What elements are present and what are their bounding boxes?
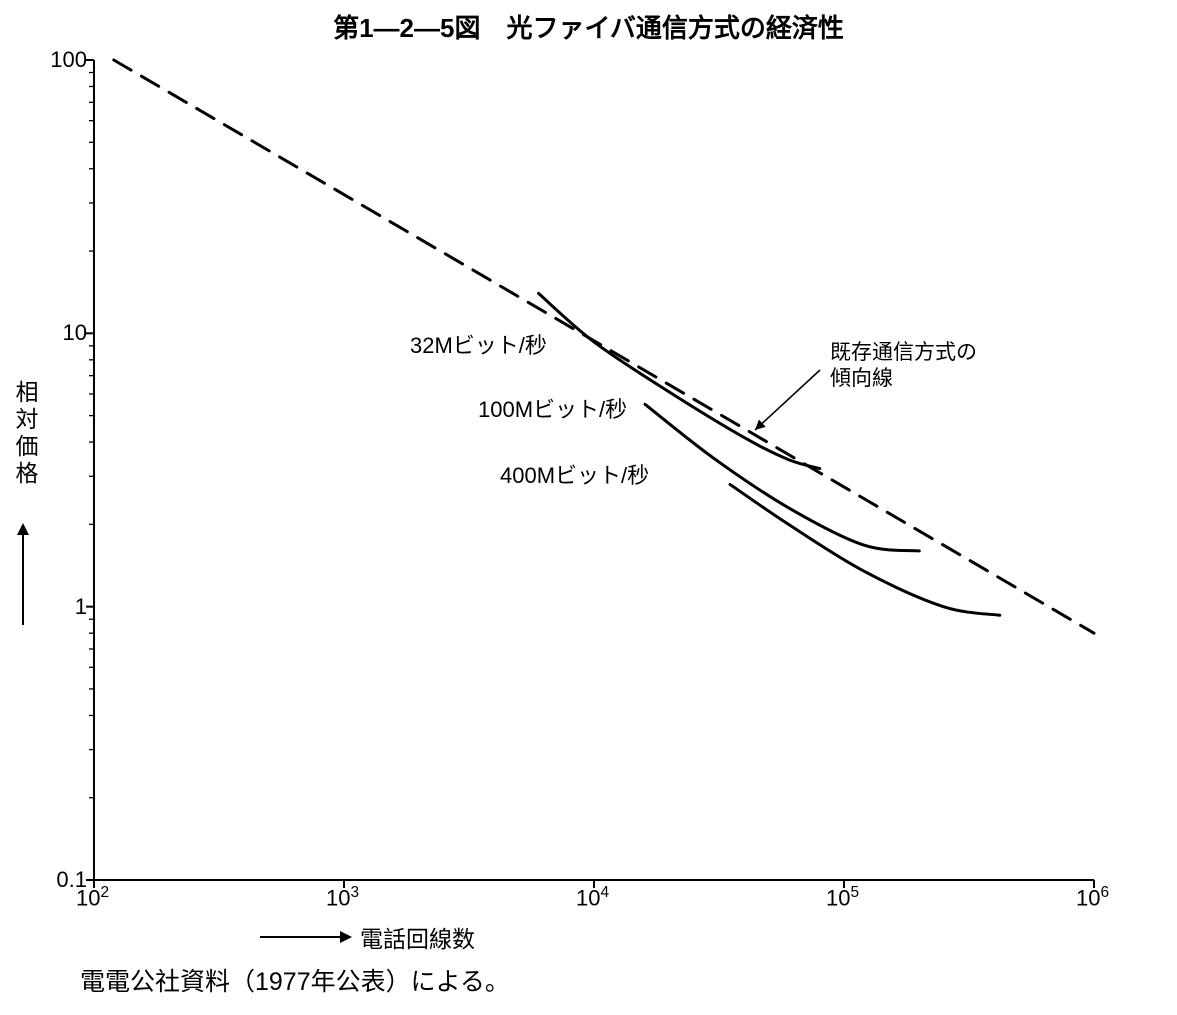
- x-tick-label: 105: [826, 884, 859, 911]
- x-tick-label: 102: [76, 884, 109, 911]
- y-tick-label: 10: [63, 320, 87, 346]
- y-tick-label: 1: [75, 594, 87, 620]
- y-tick-label: 100: [50, 47, 87, 73]
- x-tick-label: 106: [1076, 884, 1109, 911]
- series-label: 32Mビット/秒: [410, 328, 547, 360]
- x-tick-label: 104: [576, 884, 609, 911]
- baseline-label: 既存通信方式の傾向線: [830, 340, 977, 393]
- series-label: 400Mビット/秒: [500, 458, 649, 490]
- series-label: 100Mビット/秒: [478, 392, 627, 424]
- chart-svg: [0, 0, 1177, 1015]
- x-tick-label: 103: [326, 884, 359, 911]
